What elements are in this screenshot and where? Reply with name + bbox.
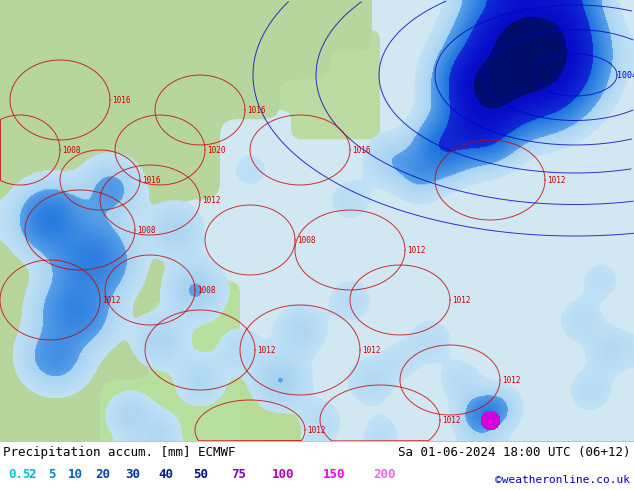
Text: 100: 100 [272,467,295,481]
Text: 1008: 1008 [62,146,81,154]
Text: 1012: 1012 [547,175,566,185]
Text: 20: 20 [95,467,110,481]
Text: 150: 150 [323,467,346,481]
Text: 1012: 1012 [102,295,120,304]
Text: 1012: 1012 [362,345,380,354]
Text: 10: 10 [68,467,83,481]
Text: 1008: 1008 [197,286,216,294]
Text: 1012: 1012 [407,245,425,254]
Text: 1020: 1020 [207,146,226,154]
Text: 200: 200 [373,467,396,481]
Text: 50: 50 [193,467,208,481]
Text: 75: 75 [231,467,246,481]
Text: ©weatheronline.co.uk: ©weatheronline.co.uk [495,475,630,485]
Text: 5: 5 [48,467,56,481]
Text: Precipitation accum. [mm] ECMWF: Precipitation accum. [mm] ECMWF [3,445,235,459]
Text: 1016: 1016 [247,105,266,115]
Text: 1008: 1008 [297,236,316,245]
Text: 0.5: 0.5 [8,467,30,481]
Text: 1012: 1012 [257,345,276,354]
Text: 30: 30 [125,467,140,481]
Text: 1012: 1012 [452,295,470,304]
Text: 1004: 1004 [617,71,634,79]
Text: 2: 2 [28,467,36,481]
Text: 1012: 1012 [307,425,325,435]
Text: 1016: 1016 [352,146,370,154]
Text: 1008: 1008 [137,225,155,235]
Text: 40: 40 [158,467,173,481]
Text: Sa 01-06-2024 18:00 UTC (06+12): Sa 01-06-2024 18:00 UTC (06+12) [399,445,631,459]
Text: 1016: 1016 [142,175,160,185]
Text: 1012: 1012 [502,375,521,385]
Text: 1012: 1012 [202,196,221,204]
Text: 1012: 1012 [442,416,460,424]
Text: 1016: 1016 [112,96,131,104]
